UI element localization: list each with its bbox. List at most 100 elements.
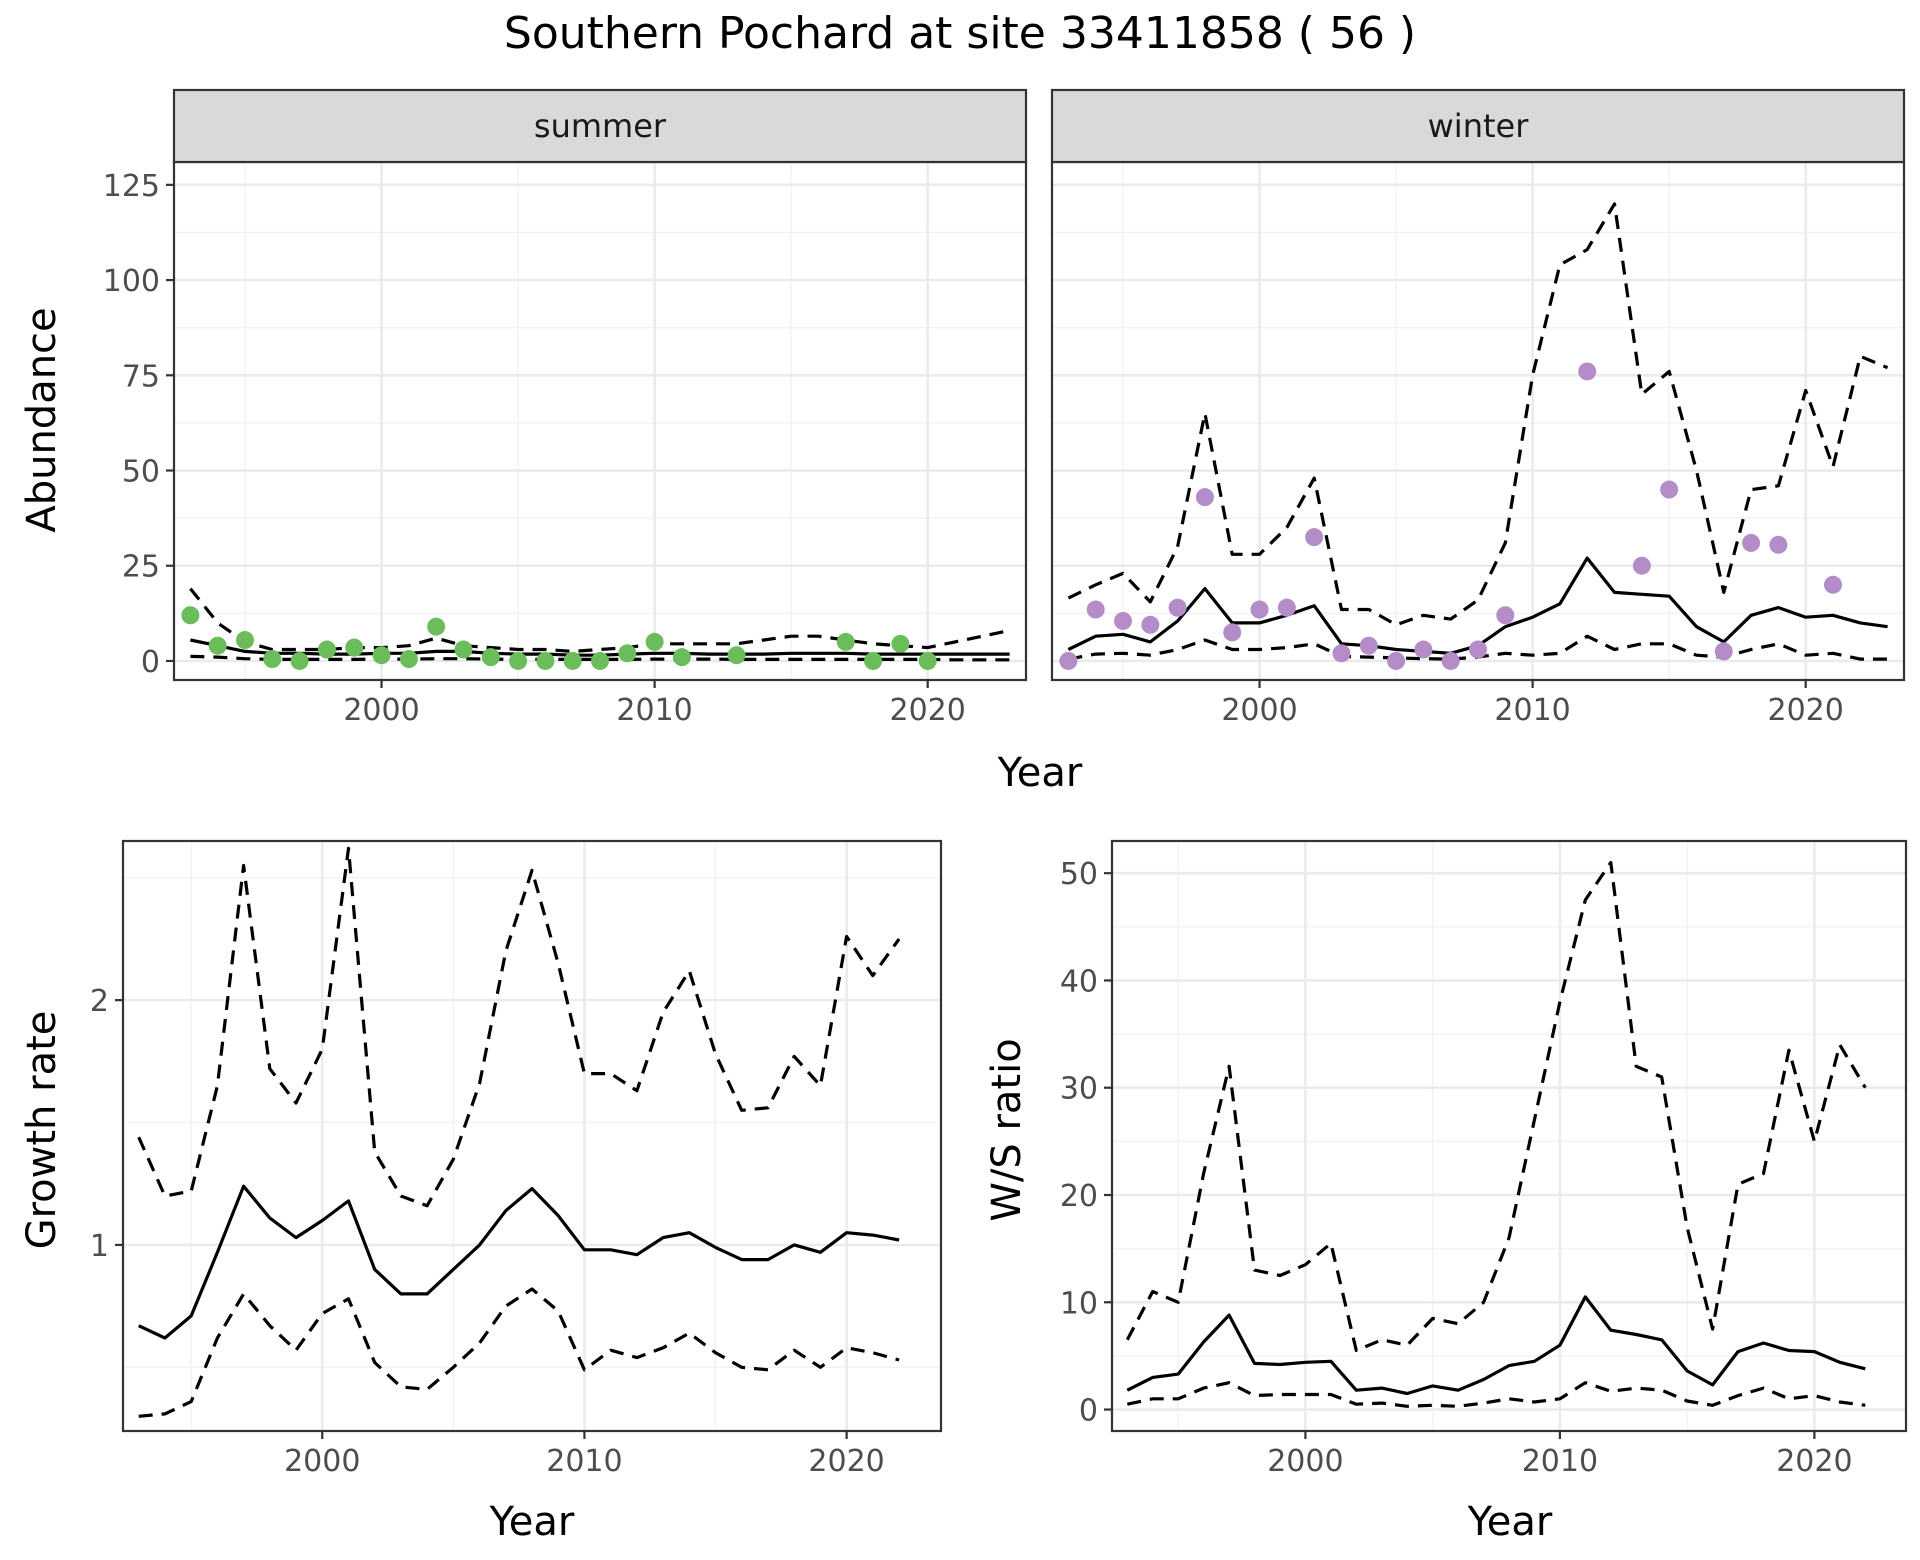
observed-point	[1469, 640, 1487, 659]
y-tick-label: 0	[1079, 1394, 1098, 1429]
observed-point	[1632, 556, 1651, 575]
lower-bound-line	[138, 1287, 900, 1418]
observed-point	[263, 650, 282, 669]
observed-point	[1414, 640, 1433, 659]
y-tick-label: 30	[1060, 1072, 1098, 1107]
observed-point	[1824, 575, 1842, 594]
y-tick-label: 75	[122, 359, 160, 394]
y-tick-label: 100	[103, 264, 160, 299]
mean-line	[1126, 1295, 1866, 1396]
x-tick-label: 2020	[1768, 693, 1844, 728]
observed-point	[618, 644, 637, 663]
mean-line	[138, 1184, 900, 1340]
observed-point	[1059, 651, 1078, 670]
observed-point	[1332, 644, 1351, 663]
y-tick-label: 10	[1060, 1286, 1098, 1321]
x-tick-label: 2010	[546, 1444, 622, 1479]
y-tick-label: 0	[141, 645, 160, 680]
observed-point	[208, 636, 227, 655]
observed-point	[891, 634, 910, 653]
strip-label: winter	[1428, 107, 1530, 145]
observed-point	[427, 617, 446, 636]
observed-point	[864, 651, 883, 670]
observed-point	[1769, 535, 1788, 554]
upper-bound-line	[137, 846, 901, 1208]
abundance-xlabel: Year	[997, 750, 1083, 796]
observed-point	[345, 638, 364, 657]
observed-point	[317, 640, 336, 659]
observed-point	[836, 632, 855, 651]
observed-point	[645, 632, 664, 651]
observed-point	[536, 651, 555, 670]
observed-point	[563, 651, 582, 670]
x-tick-label: 2000	[343, 693, 419, 728]
observed-point	[1195, 488, 1214, 507]
panel-ws-ratio: 2000 2010 2020 0 10 20 30 40 50	[1060, 839, 1908, 1479]
y-tick-label: 40	[1060, 964, 1098, 999]
y-tick-label: 50	[122, 455, 160, 490]
observed-point	[509, 651, 528, 670]
y-tick-label: 1	[90, 1229, 109, 1264]
y-tick-label: 25	[122, 550, 160, 585]
growth-ylabel: Growth rate	[19, 1011, 65, 1250]
y-tick-label: 2	[90, 984, 109, 1019]
observed-point	[1223, 623, 1242, 642]
ws-xlabel: Year	[1467, 1499, 1553, 1545]
observed-point	[481, 648, 500, 667]
x-tick-label: 2000	[284, 1444, 360, 1479]
x-tick-label: 2020	[890, 693, 966, 728]
observed-point	[236, 631, 254, 650]
observed-point	[372, 646, 391, 665]
observed-point	[1114, 611, 1132, 630]
observed-point	[1578, 362, 1597, 381]
observed-point	[454, 640, 473, 659]
observed-point	[727, 646, 746, 665]
observed-point	[1277, 598, 1296, 617]
observed-point	[399, 650, 418, 669]
observed-point	[1168, 598, 1187, 617]
observed-point	[1660, 480, 1679, 499]
x-tick-label: 2020	[808, 1444, 884, 1479]
upper-bound-line	[189, 587, 1010, 654]
figure-title: Southern Pochard at site 33411858 ( 56 )	[504, 8, 1416, 59]
observed-point	[672, 648, 691, 667]
observed-point	[290, 651, 309, 670]
strip-label: summer	[534, 107, 667, 145]
y-tick-label: 125	[103, 169, 160, 204]
growth-xlabel: Year	[489, 1499, 575, 1545]
observed-point	[1250, 600, 1269, 619]
x-tick-label: 2000	[1267, 1444, 1343, 1479]
panel-growth-rate: 2000 2010 2020 1 2	[90, 839, 943, 1479]
y-tick-label: 50	[1060, 857, 1098, 892]
observed-point	[1387, 651, 1406, 670]
observed-point	[591, 651, 609, 670]
observed-point	[1742, 533, 1761, 552]
observed-point	[1714, 642, 1733, 661]
x-tick-label: 2010	[616, 693, 692, 728]
observed-point	[918, 651, 937, 670]
observed-point	[1086, 600, 1105, 619]
facet-strip-summer	[172, 88, 1028, 164]
ws-ylabel: W/S ratio	[984, 1038, 1030, 1221]
observed-point	[1141, 615, 1160, 634]
upper-bound-line	[1067, 202, 1889, 627]
panel-border	[1110, 839, 1908, 1433]
panel-abundance-summer: 2000 2010 2020 0 25 50 75 100 125 summer	[103, 88, 1028, 728]
y-tick-label: 20	[1060, 1179, 1098, 1214]
observed-point	[181, 606, 200, 625]
x-tick-label: 2010	[1494, 693, 1570, 728]
lower-bound-line	[1126, 1381, 1866, 1408]
x-tick-label: 2020	[1776, 1444, 1852, 1479]
upper-bound-line	[1125, 860, 1867, 1353]
facet-strip-winter	[1050, 88, 1906, 164]
panel-abundance-winter: 2000 2010 2020 winter	[1050, 88, 1906, 728]
observed-point	[1441, 651, 1460, 670]
x-tick-label: 2000	[1221, 693, 1297, 728]
mean-line	[1067, 556, 1888, 655]
observed-point	[1496, 606, 1515, 625]
panel-border	[121, 839, 943, 1433]
observed-point	[1359, 636, 1378, 655]
abundance-ylabel: Abundance	[19, 307, 65, 532]
x-tick-label: 2010	[1522, 1444, 1598, 1479]
